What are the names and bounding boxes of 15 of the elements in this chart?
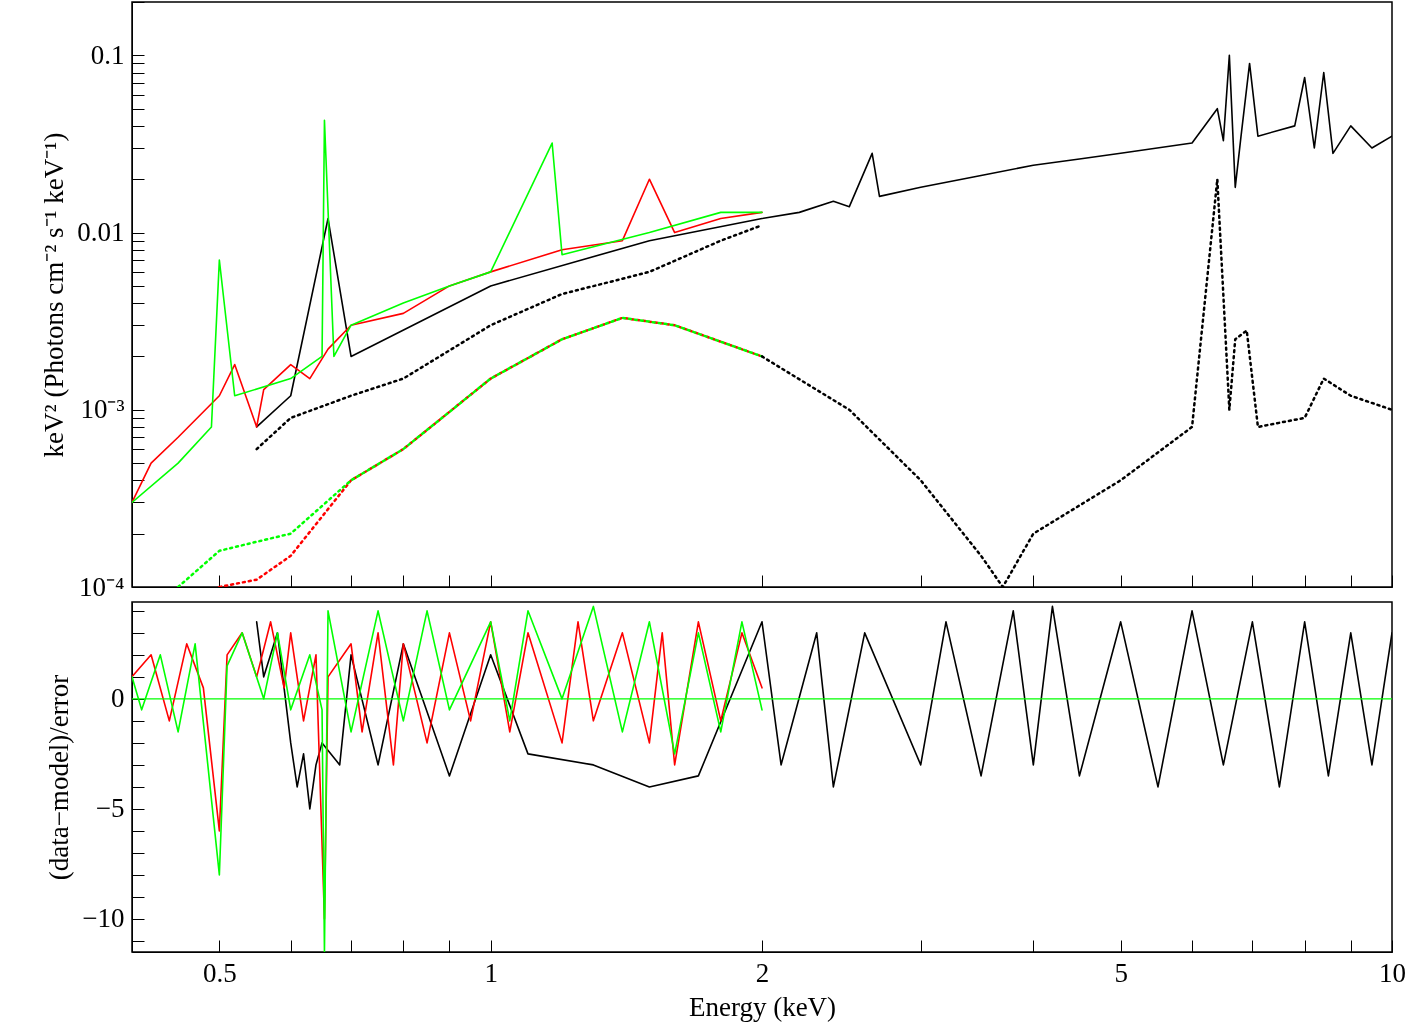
y-tick-label: 0 [111, 683, 125, 714]
y-tick-label: 0.1 [90, 39, 125, 70]
x-tick-label: 0.5 [202, 957, 237, 988]
y-tick-label: 10⁻⁴ [79, 571, 125, 602]
y-axis-title: (data−model)/error [44, 674, 75, 881]
y-tick-label: −10 [82, 903, 125, 934]
x-tick-label: 10 [1379, 957, 1406, 988]
x-tick-label: 1 [484, 957, 498, 988]
x-tick-label: 2 [755, 957, 770, 988]
y-tick-label: 10⁻³ [80, 394, 125, 425]
y-tick-label: −5 [95, 793, 125, 824]
y-tick-label: 0.01 [77, 217, 125, 248]
y-axis-title: keV² (Photons cm⁻² s⁻¹ keV⁻¹) [39, 132, 70, 458]
x-tick-label: 5 [1114, 957, 1128, 988]
x-axis-title: Energy (keV) [688, 991, 837, 1022]
